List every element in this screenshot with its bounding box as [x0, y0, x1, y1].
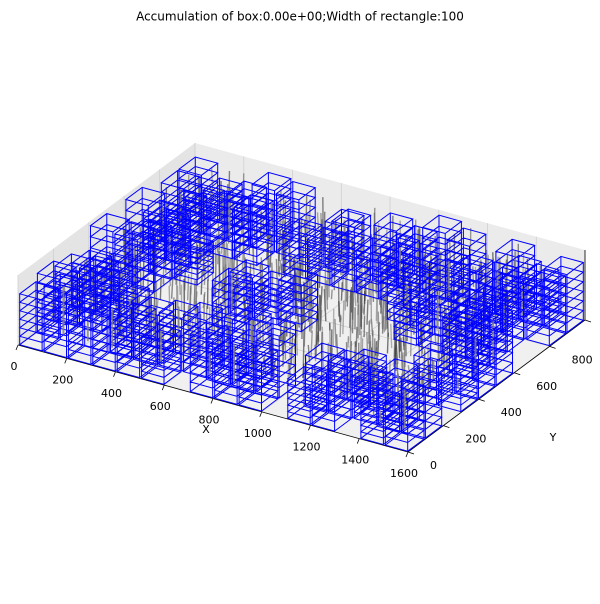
surface-spike [361, 280, 362, 319]
y-tick-label: 400 [501, 406, 522, 419]
surface-spike [355, 296, 356, 307]
surface-spike [280, 260, 281, 271]
x-tick-label: 1200 [293, 440, 321, 453]
x-tick-label: 800 [199, 414, 220, 427]
surface-spike [387, 333, 388, 354]
surface-spike [376, 285, 377, 321]
surface-spike [281, 264, 282, 306]
surface-spike [362, 302, 363, 313]
chart-title: Accumulation of box:0.00e+00;Width of re… [136, 10, 464, 24]
surface-spike [257, 317, 258, 327]
x-tick-label: 0 [11, 360, 18, 373]
y-axis-label: Y [549, 431, 557, 444]
x-tick-label: 1600 [390, 467, 418, 480]
y-tick-label: 800 [572, 353, 593, 366]
surface-spike [331, 348, 332, 367]
x-tick-label: 1400 [341, 454, 369, 467]
surface-spike [438, 329, 439, 344]
surface-spike [348, 338, 349, 343]
surface-spike [367, 256, 368, 271]
surface-spike [385, 296, 386, 330]
surface-spike [450, 238, 451, 269]
surface-spike [391, 324, 392, 348]
surface-spike [188, 274, 189, 300]
x-tick-label: 200 [52, 373, 73, 386]
y-tick-label: 0 [430, 459, 437, 472]
surface-spike [341, 282, 342, 300]
surface-spike [369, 259, 370, 296]
y-tick-label: 600 [536, 380, 557, 393]
surface-spike [311, 286, 312, 306]
surface-spike [157, 300, 158, 310]
surface-spike [367, 300, 368, 325]
x-tick-label: 400 [101, 387, 122, 400]
surface-spike [304, 301, 305, 323]
y-tick-label: 200 [465, 433, 486, 446]
surface-spike [325, 262, 326, 311]
x-tick-label: 600 [150, 400, 171, 413]
surface-spike [143, 255, 144, 289]
surface-spike [362, 219, 363, 265]
surface-spike [216, 299, 217, 318]
x-tick-label: 1000 [244, 427, 272, 440]
surface-spike [350, 290, 351, 328]
surface-spike [331, 290, 332, 300]
surface-spike [399, 339, 400, 358]
surface-spike [318, 257, 319, 297]
surface-spike [160, 278, 161, 300]
surface-spike [337, 334, 338, 355]
surface-spike [376, 341, 377, 356]
surface-spike [408, 365, 409, 370]
